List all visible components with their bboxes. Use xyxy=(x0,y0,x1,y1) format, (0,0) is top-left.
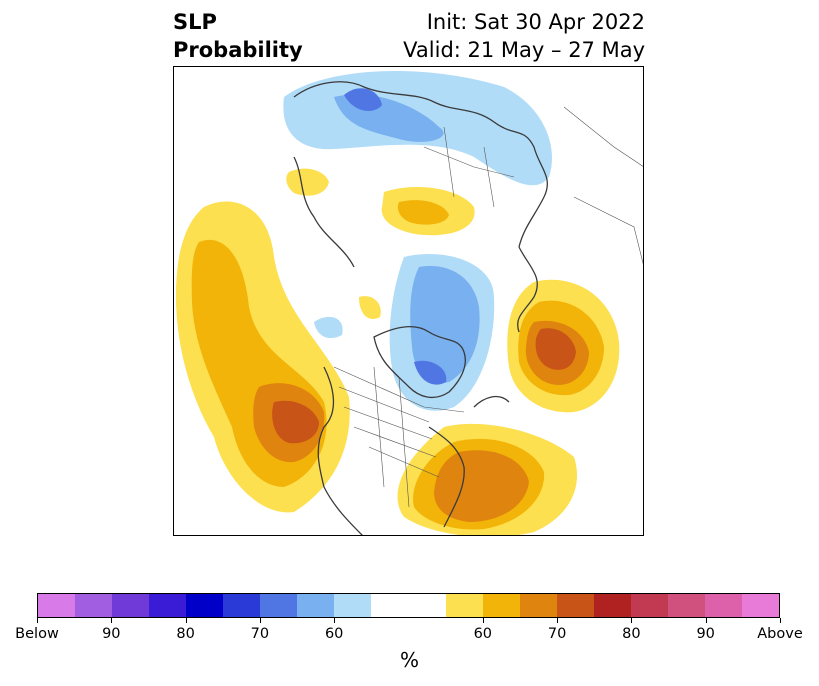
above-region-scandinavia xyxy=(286,168,329,196)
colorbar-tick-label: 60 xyxy=(473,626,493,642)
below-region-arctic-70 xyxy=(414,360,447,385)
colorbar-tick-mark xyxy=(111,618,112,623)
colorbar-tick-mark xyxy=(557,618,558,623)
colorbar-tick-label: 80 xyxy=(176,626,195,642)
colorbar-tick-labels: Below 90 80 70 60 60 70 80 90 Above xyxy=(0,626,819,646)
below-region-eurasia-70 xyxy=(344,88,382,111)
map-title: SLP Probability xyxy=(173,10,303,62)
colorbar-tick-label: Below xyxy=(15,626,59,642)
colorbar-tick-label: 60 xyxy=(324,626,344,642)
colorbar-swatch xyxy=(408,594,446,617)
colorbar-tick-label: 70 xyxy=(547,626,567,642)
init-date: Init: Sat 30 Apr 2022 xyxy=(426,10,645,34)
colorbar-swatch xyxy=(556,594,594,617)
colorbar-tick-label: 70 xyxy=(250,626,270,642)
colorbar-tick-mark xyxy=(260,618,261,623)
colorbar-tick-mark xyxy=(37,618,38,623)
above-region-europe-80 xyxy=(535,328,576,370)
colorbar-tick-mark xyxy=(706,618,707,623)
colorbar-tick-mark xyxy=(483,618,484,623)
colorbar-swatch xyxy=(186,594,224,617)
colorbar-swatch xyxy=(593,594,631,617)
colorbar-swatch xyxy=(519,594,557,617)
probability-map xyxy=(173,66,644,536)
borders xyxy=(333,106,643,508)
colorbar-swatch xyxy=(75,594,113,617)
coastlines xyxy=(293,81,549,535)
colorbar-tick-label: 90 xyxy=(102,626,121,642)
colorbar-swatch xyxy=(667,594,705,617)
colorbar-tick-label: 80 xyxy=(622,626,641,642)
colorbar-swatch xyxy=(741,594,779,617)
date-info: Init: Sat 30 Apr 2022 Valid: 21 May – 27… xyxy=(403,8,645,64)
colorbar xyxy=(37,593,780,618)
colorbar-swatch xyxy=(482,594,520,617)
colorbar-swatch xyxy=(38,594,76,617)
colorbar-swatch xyxy=(445,594,483,617)
colorbar-swatch xyxy=(297,594,335,617)
colorbar-tick-mark xyxy=(780,618,781,623)
colorbar-swatch xyxy=(223,594,261,617)
below-normal-shading xyxy=(283,70,552,411)
colorbar-tick-label: Above xyxy=(757,626,803,642)
colorbar-tick-label: 90 xyxy=(696,626,715,642)
valid-range: Valid: 21 May – 27 May xyxy=(403,38,645,62)
colorbar-tick-mark xyxy=(334,618,335,623)
above-region-pacific-80 xyxy=(272,400,319,444)
colorbar-swatch xyxy=(149,594,187,617)
colorbar-label: % xyxy=(399,648,419,672)
above-region-small xyxy=(359,296,381,319)
colorbar-swatch xyxy=(260,594,298,617)
below-region-pacific xyxy=(314,316,343,339)
above-region-atlantic-70 xyxy=(434,450,529,522)
colorbar-swatch xyxy=(704,594,742,617)
below-region-arctic-60 xyxy=(410,266,480,383)
colorbar-swatch xyxy=(334,594,372,617)
above-region-siberia-60 xyxy=(397,200,449,225)
colorbar-tick-mark xyxy=(186,618,187,623)
above-normal-shading xyxy=(175,168,620,535)
colorbar-swatch xyxy=(371,594,409,617)
colorbar-tick-mark xyxy=(631,618,632,623)
colorbar-swatch xyxy=(630,594,668,617)
colorbar-swatch xyxy=(112,594,150,617)
